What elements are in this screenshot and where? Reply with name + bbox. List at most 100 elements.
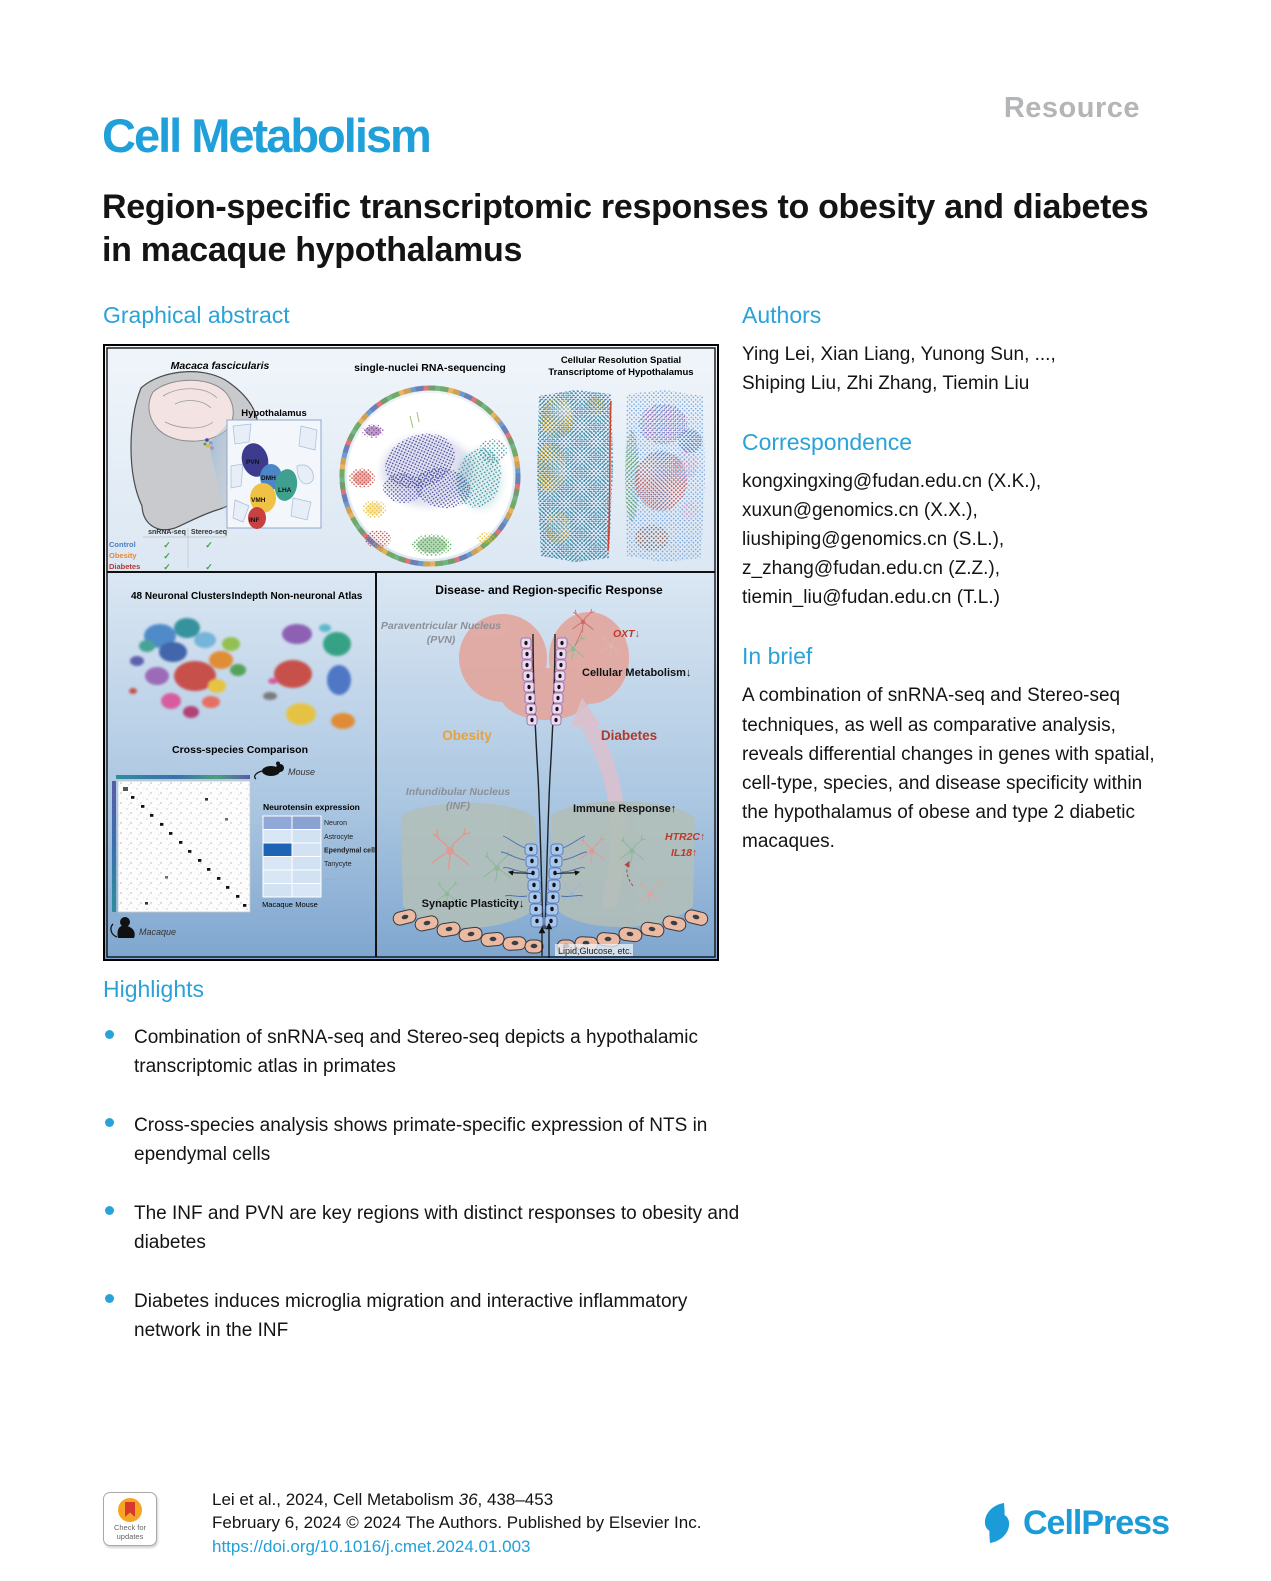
nts-col-mouse: Mouse [295, 900, 318, 909]
check-for-updates-badge[interactable]: Check for updates [103, 1492, 157, 1546]
region-vmh-shape [250, 483, 276, 513]
journal-logo: Cell Metabolism [102, 109, 432, 162]
il18-label: IL18↑ [671, 847, 697, 859]
neuronal-umap [129, 618, 246, 718]
nts-title: Neurotensin expression [263, 802, 360, 812]
panel-snrna-umap: single-nuclei RNA-sequencing [339, 362, 521, 567]
doi-link[interactable]: https://doi.org/10.1016/j.cmet.2024.01.0… [212, 1536, 531, 1556]
highlight-item: Cross-species analysis shows primate-spe… [103, 1111, 758, 1170]
macaque-label: Macaque [139, 927, 176, 937]
assay-checkmark-table: snRNA-seq Stereo-seq Control Obesity Dia… [109, 528, 227, 572]
svg-text:✓: ✓ [163, 551, 171, 561]
highlights-list: Combination of snRNA-seq and Stereo-seq … [103, 1023, 758, 1346]
pvn-name-label: Paraventricular Nucleus [381, 620, 501, 632]
microglia-migration-arrow [624, 860, 634, 887]
highlights-heading: Highlights [103, 976, 204, 1002]
inf-abbr-label: (INF) [446, 800, 470, 812]
region-inf-label: INF [249, 517, 260, 524]
graphical-abstract-canvas: Macaca fascicularis [105, 346, 717, 959]
in-brief-heading: In brief [742, 643, 813, 670]
graphical-abstract-figure: Macaca fascicularis [103, 344, 719, 961]
bullet-icon [105, 1293, 114, 1303]
check-icons: ✓ ✓ ✓ ✓ ✓ [163, 540, 213, 572]
svg-text:✓: ✓ [205, 562, 213, 572]
article-type-label: Resource [1003, 92, 1140, 124]
highlight-item: Combination of snRNA-seq and Stereo-seq … [103, 1023, 758, 1082]
umap-clusters [349, 411, 507, 556]
email-link[interactable]: liushiping@genomics.cn (S.L.), [742, 529, 1005, 551]
oxt-label: OXT↓ [613, 628, 640, 640]
synaptic-plasticity-label: Synaptic Plasticity↓ [422, 898, 525, 910]
nts-row-ependymal: Ependymal cell [324, 848, 375, 855]
pvn-abbr-label: (PVN) [427, 634, 456, 646]
email-link[interactable]: z_zhang@fudan.edu.cn (Z.Z.), [742, 558, 1000, 580]
region-pvn-label: PVN [246, 459, 260, 466]
assay-row-obesity: Obesity [109, 551, 137, 560]
inf-tanycyte-cells [500, 835, 588, 928]
nts-row-astrocyte: Astrocyte [324, 834, 353, 841]
zoom-beam [209, 424, 227, 526]
nts-row-neuron: Neuron [324, 820, 347, 827]
email-link[interactable]: kongxingxing@fudan.edu.cn (X.K.), [742, 471, 1042, 493]
badge-text-line2: updates [116, 1532, 144, 1541]
neuronal-clusters-title: 48 Neuronal Clusters [131, 591, 231, 602]
assay-row-control: Control [109, 540, 136, 549]
assay-col-snrna: snRNA-seq [148, 529, 186, 536]
disease-title: Disease- and Region-specific Response [435, 583, 663, 597]
nonneuronal-atlas-title: Indepth Non-neuronal Atlas [232, 591, 363, 602]
inf-name-label: Infundibular Nucleus [406, 786, 511, 798]
nts-row-tanycyte: Tanycyte [324, 861, 352, 868]
htr2c-label: HTR2C↑ [665, 831, 705, 843]
spatial-title-line1: Cellular Resolution Spatial [561, 355, 681, 366]
spatial-section-left [537, 390, 613, 562]
region-lha-shape [274, 469, 298, 501]
mouse-label: Mouse [288, 767, 315, 777]
left-column: Graphical abstract [103, 302, 719, 961]
panel-spatial-transcriptome: Cellular Resolution Spatial Transcriptom… [537, 355, 705, 562]
hypothalamus-label: Hypothalamus [241, 408, 306, 419]
in-brief-text: A combination of snRNA-seq and Stereo-se… [742, 685, 1155, 852]
spatial-title-line2: Transcriptome of Hypothalamus [548, 367, 693, 378]
nonneuronal-umap [263, 624, 355, 729]
spatial-section-right [625, 390, 705, 562]
footer: Check for updates Lei et al., 2024, Cell… [103, 1488, 1170, 1568]
tanycyte-processes [500, 835, 588, 898]
citation-volume: 36 [458, 1490, 478, 1509]
citation-line: Lei et al., 2024, Cell Metabolism 36, 43… [212, 1490, 554, 1509]
species-label: Macaca fascicularis [171, 360, 270, 372]
diabetes-label: Diabetes [601, 728, 657, 743]
region-dmh-label: DMH [261, 475, 276, 482]
svg-text:✓: ✓ [205, 540, 213, 550]
bullet-icon [105, 1205, 114, 1215]
region-lha-label: LHA [278, 487, 292, 494]
email-link[interactable]: tiemin_liu@fudan.edu.cn (T.L.) [742, 587, 1000, 609]
highlight-item: The INF and PVN are key regions with dis… [103, 1199, 758, 1258]
cellpress-logo[interactable]: CellPress [977, 1502, 1170, 1544]
correspondence-heading: Correspondence [742, 429, 913, 456]
lipid-glucose-label: Lipid,Glucose, etc. [558, 946, 632, 956]
mouse-icon [254, 761, 284, 780]
svg-text:✓: ✓ [163, 562, 171, 572]
check-updates-icon [118, 1498, 142, 1522]
region-vmh-label: VMH [251, 497, 266, 504]
graphical-abstract-heading: Graphical abstract [103, 302, 290, 328]
bullet-icon [105, 1117, 114, 1127]
pvn-neuron-glyphs [561, 608, 622, 661]
bullet-icon [105, 1030, 114, 1039]
inf-neuron-glyphs [431, 827, 663, 906]
author-list: Ying Lei, Xian Liang, Yunong Sun, ..., S… [742, 340, 1162, 398]
assay-row-diabetes: Diabetes [109, 562, 140, 571]
cellular-metabolism-label: Cellular Metabolism↓ [582, 667, 691, 679]
cross-species-title: Cross-species Comparison [172, 744, 308, 756]
chord-ring [339, 385, 521, 567]
obesity-label: Obesity [442, 728, 492, 743]
crossspecies-heatmap [112, 775, 251, 913]
authors-heading: Authors [742, 302, 822, 328]
email-link[interactable]: xuxun@genomics.cn (X.X.), [742, 500, 978, 522]
nts-row-ellipsis: ...... [324, 875, 336, 882]
assay-col-stereo: Stereo-seq [191, 529, 227, 536]
right-column: Authors Ying Lei, Xian Liang, Yunong Sun… [742, 302, 1162, 856]
highlights-section: Highlights Combination of snRNA-seq and … [103, 976, 758, 1375]
cellpress-mark-icon [984, 1503, 1010, 1543]
